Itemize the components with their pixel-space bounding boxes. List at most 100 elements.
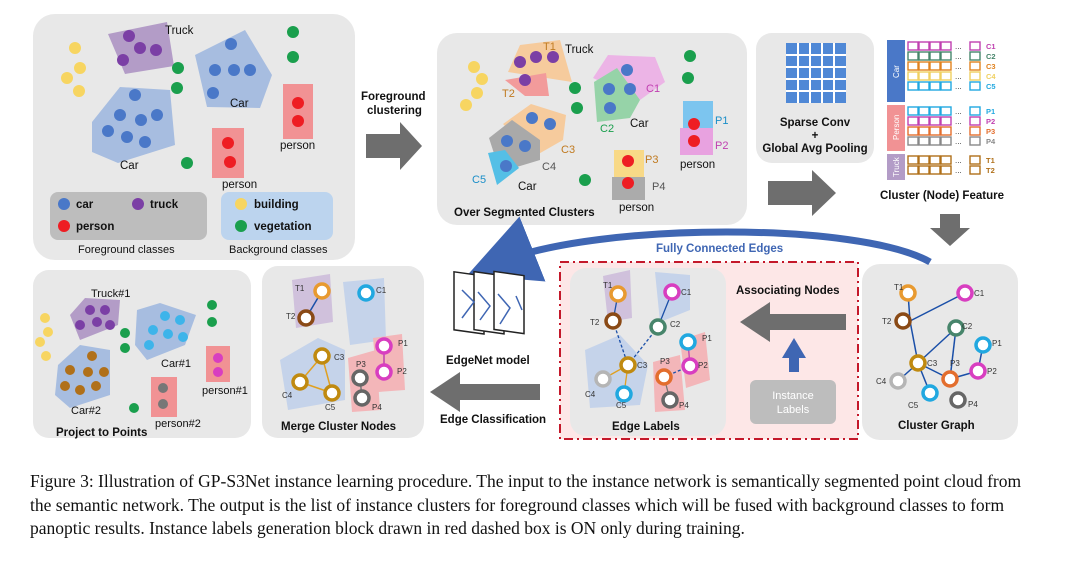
- car-label: Car#1: [161, 358, 191, 370]
- associating-label: Associating Nodes: [736, 285, 840, 297]
- feature-cell: [969, 116, 981, 126]
- projected-dots: [35, 300, 223, 413]
- c5-label: C5: [472, 174, 486, 186]
- person-label: person: [280, 140, 315, 152]
- node-label: P3: [950, 359, 960, 368]
- feature-cell: [969, 41, 981, 51]
- node-label: C5: [616, 401, 627, 410]
- panel-title: Over Segmented Clusters: [454, 207, 595, 219]
- node-label: C1: [974, 289, 985, 298]
- p4-label: P4: [652, 181, 665, 193]
- edge-nodes: [594, 283, 699, 409]
- feature-ellipsis: ...: [955, 137, 962, 146]
- car-label: Car: [230, 98, 249, 110]
- edgenet-label: EdgeNet model: [446, 355, 530, 367]
- truck-label: Truck: [165, 25, 194, 37]
- car-region-bottom: [92, 87, 175, 163]
- legend-label: car: [76, 199, 94, 211]
- feature-cell: [907, 126, 919, 136]
- feature-row-label: C5: [986, 82, 996, 91]
- arrow-label: Foreground: [361, 91, 426, 103]
- feature-cell: [969, 61, 981, 71]
- node-label: P2: [698, 361, 708, 370]
- feature-cell: [969, 51, 981, 61]
- node-label: T2: [286, 312, 296, 321]
- person-legend-swatch: [58, 220, 70, 232]
- feature-ellipsis: ...: [955, 117, 962, 126]
- feature-cell: [940, 71, 952, 81]
- figure-caption: Figure 3: Illustration of GP-S3Net insta…: [30, 471, 1022, 538]
- panel-sparse-conv: Sparse Conv + Global Avg Pooling: [756, 33, 874, 163]
- feature-cell: [969, 126, 981, 136]
- feature-ellipsis: ...: [955, 72, 962, 81]
- feature-cell: [929, 51, 941, 61]
- building-legend-swatch: [235, 198, 247, 210]
- feature-row-label: C4: [986, 72, 996, 81]
- c4-label: C4: [542, 161, 556, 173]
- t2-label: T2: [502, 88, 515, 100]
- truck-label: Truck#1: [91, 288, 130, 300]
- feature-cell: [940, 126, 952, 136]
- panel-over-segmented: T1 Truck T2 C1 Car C2 C3 C4 C5 Car P1 P2…: [437, 33, 747, 225]
- feature-cell: [918, 51, 930, 61]
- panel-project: Truck#1 Car#1 Car#2 person#1 person#2 Pr…: [33, 270, 251, 439]
- edge-classification-label: Edge Classification: [440, 414, 546, 426]
- feature-cell: [940, 41, 952, 51]
- instance-labels-text: Instance: [772, 390, 814, 402]
- legend-label: vegetation: [254, 221, 312, 233]
- foreground-clustering-arrow: Foreground clustering: [361, 91, 426, 170]
- p3-label: P3: [645, 154, 658, 166]
- feature-cell: [929, 165, 941, 175]
- feature-ellipsis: ...: [955, 107, 962, 116]
- node-label: C5: [908, 401, 919, 410]
- feature-title: Cluster (Node) Feature: [880, 190, 1004, 202]
- background-legend: [221, 192, 333, 240]
- feature-row-label: P4: [986, 137, 996, 146]
- feature-cell: [907, 136, 919, 146]
- node-label: C4: [282, 391, 293, 400]
- feature-cell: [918, 155, 930, 165]
- node-label: C1: [681, 288, 692, 297]
- edge-classification-arrow: Edge Classification: [430, 372, 546, 426]
- fully-connected-arrow: Fully Connected Edges: [467, 216, 932, 282]
- cluster-feature-table: Car Person Truck ... C1... C2... C3... C4...…: [880, 37, 1030, 183]
- cluster-dots: [460, 50, 700, 189]
- node-label: T1: [603, 281, 613, 290]
- node-label: P3: [356, 360, 366, 369]
- foreground-caption: Foreground classes: [78, 244, 175, 256]
- feature-cell: [969, 71, 981, 81]
- feature-ellipsis: ...: [955, 42, 962, 51]
- feature-cell: [929, 71, 941, 81]
- feature-cell: [918, 41, 930, 51]
- sparse-conv-label: Sparse Conv: [780, 117, 851, 129]
- feature-cell: [969, 106, 981, 116]
- feature-cell: [940, 165, 952, 175]
- feature-cell: [918, 71, 930, 81]
- legend-label: building: [254, 199, 299, 211]
- truck-label: Truck: [565, 44, 594, 56]
- feature-cell: [929, 61, 941, 71]
- feature-cell: [907, 81, 919, 91]
- c3-label: C3: [561, 144, 575, 156]
- person-label: person: [222, 179, 257, 191]
- node-label: P4: [968, 400, 978, 409]
- foreground-legend: [50, 192, 207, 240]
- node-label: P4: [679, 401, 689, 410]
- node-label: C3: [927, 359, 938, 368]
- feature-row-label: P3: [986, 127, 995, 136]
- training-block: Associating Nodes Instance Labels: [559, 261, 859, 440]
- person-label: person#1: [202, 385, 248, 397]
- feature-ellipsis: ...: [955, 166, 962, 175]
- feature-cell: [940, 106, 952, 116]
- feature-cell: [907, 61, 919, 71]
- feature-cell: [929, 106, 941, 116]
- feature-cell: [940, 136, 952, 146]
- person-region-left: [212, 128, 244, 178]
- node-label: C5: [325, 403, 336, 412]
- feature-cell: [907, 155, 919, 165]
- car-label: Car: [518, 181, 537, 193]
- feature-cell: [940, 155, 952, 165]
- grid-icon: [786, 43, 846, 103]
- car-label: Car: [630, 118, 649, 130]
- feature-cell: [918, 61, 930, 71]
